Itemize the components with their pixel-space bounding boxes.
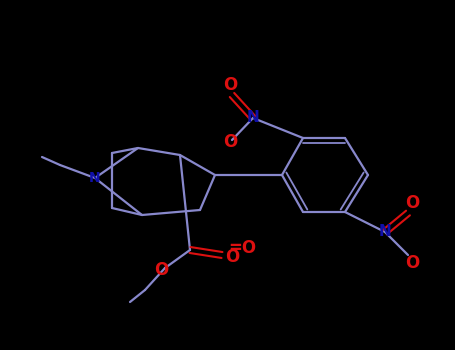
Text: =O: =O [228, 239, 256, 257]
Text: N: N [89, 171, 101, 185]
Text: N: N [379, 224, 391, 239]
Text: O: O [154, 261, 168, 279]
Text: O: O [225, 248, 239, 266]
Text: O: O [405, 254, 419, 272]
Text: N: N [247, 111, 259, 126]
Text: O: O [405, 194, 419, 212]
Text: O: O [223, 76, 237, 94]
Text: O: O [223, 133, 237, 151]
